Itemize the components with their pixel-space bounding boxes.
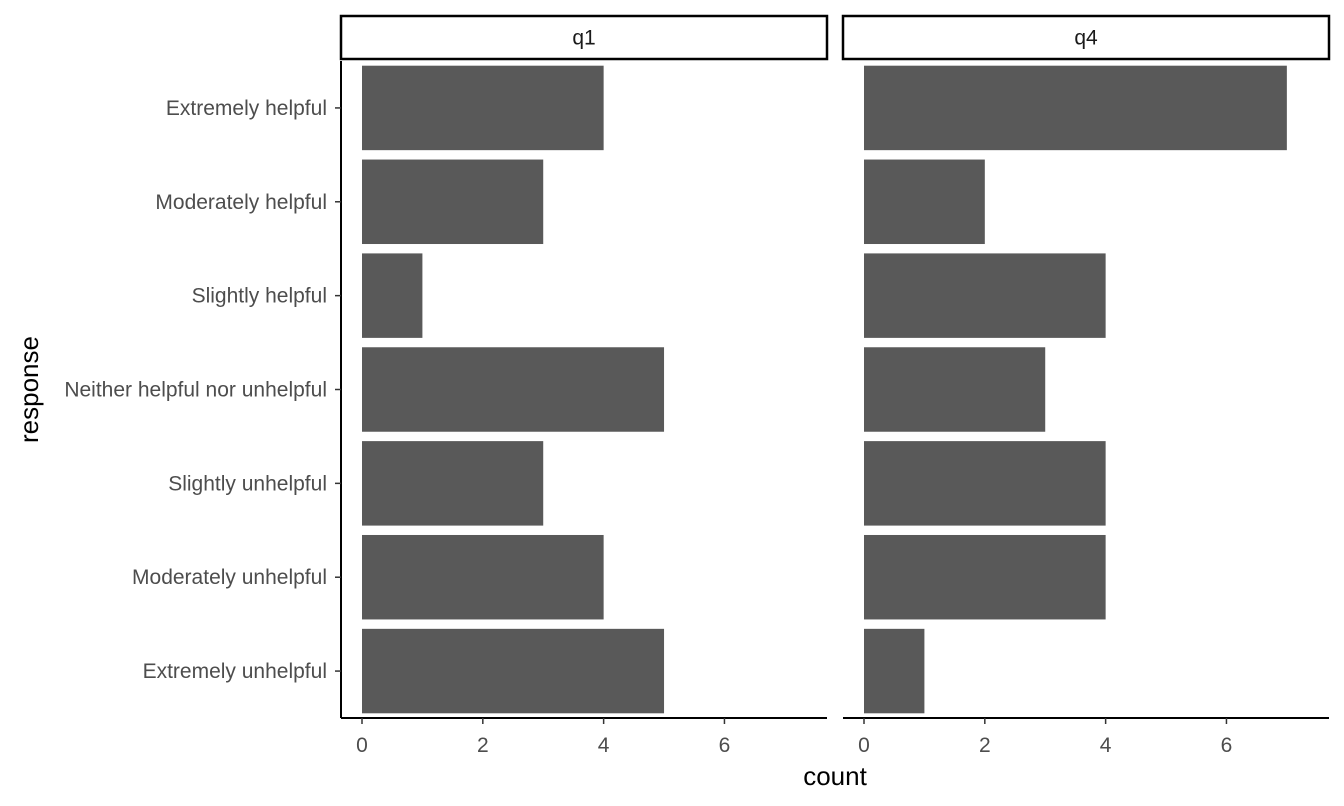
x-tick-label: 6 <box>719 734 731 757</box>
x-tick-label: 2 <box>477 734 489 757</box>
y-tick-label: Extremely unhelpful <box>143 660 327 683</box>
bar-q4 <box>864 628 925 714</box>
x-tick-label: 0 <box>356 734 368 757</box>
bar-q4 <box>864 441 1106 526</box>
y-tick-label: Moderately unhelpful <box>132 566 327 589</box>
facet-label-q4: q4 <box>1074 27 1098 50</box>
x-tick-label: 0 <box>858 734 870 757</box>
y-tick-label: Slightly helpful <box>192 285 327 308</box>
bar-q4 <box>864 253 1106 338</box>
bar-q1 <box>362 441 544 526</box>
bar-q1 <box>362 253 423 338</box>
x-tick-label: 4 <box>598 734 610 757</box>
y-tick-label: Neither helpful nor unhelpful <box>64 379 327 402</box>
bar-q1 <box>362 159 544 245</box>
y-tick-label: Moderately helpful <box>155 191 327 214</box>
facet-strip-q1 <box>339 14 829 61</box>
bar-q4 <box>864 65 1287 151</box>
bar-q1 <box>362 534 604 620</box>
bar-q4 <box>864 347 1046 432</box>
bar-q1 <box>362 65 604 151</box>
bar-q1 <box>362 628 665 714</box>
x-tick-label: 6 <box>1221 734 1233 757</box>
y-tick-label: Slightly unhelpful <box>168 472 327 495</box>
x-tick-label: 2 <box>979 734 991 757</box>
x-tick-label: 4 <box>1100 734 1112 757</box>
facet-strip-q4 <box>841 14 1331 61</box>
y-axis-title: response <box>14 336 44 443</box>
y-tick-label: Extremely helpful <box>166 97 327 120</box>
facet-label-q1: q1 <box>572 27 595 50</box>
x-axis-title: count <box>803 761 867 791</box>
bar-q4 <box>864 534 1106 620</box>
bar-q4 <box>864 159 985 245</box>
bar-q1 <box>362 347 665 432</box>
